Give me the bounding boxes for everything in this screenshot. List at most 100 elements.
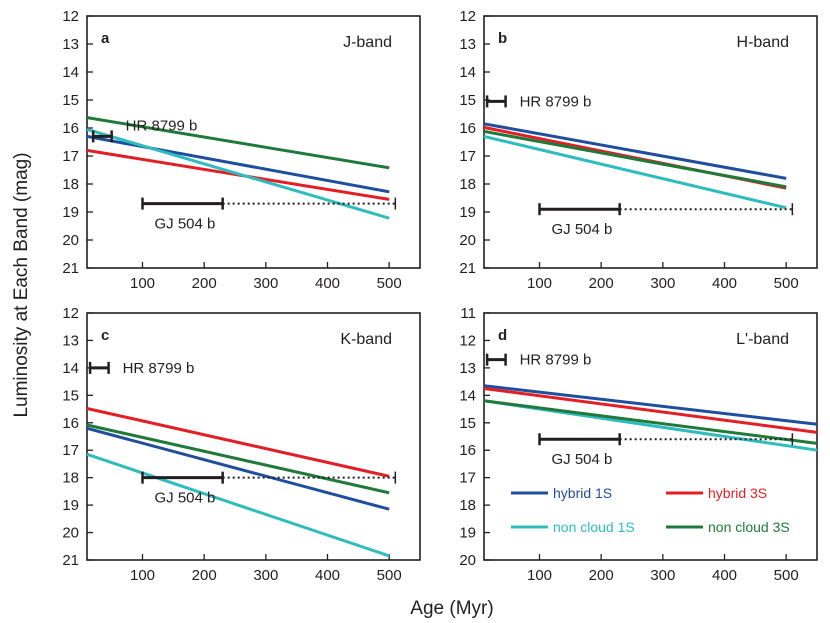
x-tick-label: 100	[130, 567, 155, 584]
y-tick-label: 13	[459, 360, 476, 377]
y-tick-label: 14	[62, 64, 79, 81]
panel-b: 12 13 14 15 16 17 18 19 20 21 100 200 300 400 500 HR 87…	[459, 8, 818, 292]
y-tick-label: 20	[62, 232, 79, 249]
series-line-hybrid-1S	[86, 134, 390, 194]
y-tick-label: 14	[459, 387, 476, 404]
x-tick-label: 500	[377, 567, 402, 584]
y-tick-label: 17	[459, 470, 476, 487]
y-tick-label: 16	[459, 442, 476, 459]
x-tick-label: 300	[253, 275, 278, 292]
panel-c: 12 13 14 15 16 17 18 19 20 21 100 200 300 400 500 HR 87…	[62, 305, 421, 584]
y-tick-label: 15	[459, 92, 476, 109]
plot-frame	[86, 312, 421, 561]
annotation-label: GJ 504 b	[552, 221, 613, 238]
y-tick-label: 18	[62, 470, 79, 487]
y-tick-label: 20	[459, 232, 476, 249]
y-tick-label: 17	[62, 148, 79, 165]
x-tick-label: 300	[650, 275, 675, 292]
panel-d: 11 12 13 14 15 16 17 18 19 20 100 200 300 400 500 HR 87…	[459, 305, 818, 584]
x-tick-label: 200	[589, 275, 614, 292]
y-tick-label: 15	[459, 415, 476, 432]
legend: hybrid 1S hybrid 3S non cloud 1S non cloud …	[511, 485, 790, 535]
y-tick-label: 16	[62, 120, 79, 137]
annotation-label: HR 8799 b	[126, 117, 198, 134]
series-line-noncloud-1S	[483, 134, 787, 210]
y-tick-label: 15	[62, 387, 79, 404]
series-line-noncloud-1S	[86, 452, 390, 558]
x-tick-label: 400	[712, 567, 737, 584]
x-tick-label: 400	[712, 275, 737, 292]
x-tick-label: 300	[253, 567, 278, 584]
y-tick-label: 13	[459, 36, 476, 53]
plot-frame	[483, 312, 818, 561]
x-tick-label: 200	[192, 275, 217, 292]
series-line-noncloud-3S	[86, 423, 390, 495]
annotation-label: HR 8799 b	[123, 360, 195, 377]
y-tick-label: 15	[62, 92, 79, 109]
x-tick-label: 500	[377, 275, 402, 292]
y-tick-label: 12	[62, 305, 79, 322]
x-tick-label: 500	[774, 275, 799, 292]
y-axis-title: Luminosity at Each Band (mag)	[11, 152, 32, 417]
band-title: K-band	[340, 331, 392, 348]
series-line-hybrid-1S	[483, 122, 787, 180]
y-tick-label: 16	[62, 415, 79, 432]
x-tick-label: 200	[589, 567, 614, 584]
legend-label: hybrid 3S	[708, 485, 767, 501]
band-title: L'-band	[736, 331, 789, 348]
x-tick-label: 400	[315, 567, 340, 584]
y-tick-label: 18	[459, 176, 476, 193]
y-tick-label: 20	[62, 525, 79, 542]
band-title: H-band	[737, 34, 789, 51]
y-tick-label: 17	[459, 148, 476, 165]
y-tick-label: 21	[62, 260, 79, 277]
panel-a: 12 13 14 15 16 17 18 19 20 21 100 200 300 400 500 HR 87…	[62, 8, 421, 292]
series-line-noncloud-3S	[483, 129, 787, 189]
series-line-hybrid-1S	[86, 426, 390, 511]
series-line-noncloud-3S	[86, 116, 390, 170]
y-tick-label: 11	[460, 305, 476, 322]
plot-frame	[86, 15, 421, 269]
legend-label: non cloud 3S	[708, 519, 790, 535]
x-tick-label: 500	[774, 567, 799, 584]
panel-letter: b	[498, 30, 507, 47]
x-tick-label: 200	[192, 567, 217, 584]
series-line-hybrid-3S	[86, 407, 390, 478]
x-tick-label: 100	[130, 275, 155, 292]
panel-letter: a	[101, 30, 110, 47]
y-tick-label: 19	[459, 525, 476, 542]
y-tick-label: 21	[62, 552, 79, 569]
plot-frame	[483, 15, 818, 269]
legend-label: non cloud 1S	[553, 519, 635, 535]
y-tick-label: 19	[62, 497, 79, 514]
y-tick-label: 12	[62, 8, 79, 25]
annotation-label: HR 8799 b	[520, 352, 592, 369]
y-tick-label: 12	[459, 8, 476, 25]
y-tick-label: 19	[459, 204, 476, 221]
y-tick-label: 13	[62, 332, 79, 349]
series-line-hybrid-3S	[483, 387, 818, 434]
legend-label: hybrid 1S	[553, 485, 612, 501]
band-title: J-band	[343, 34, 392, 51]
annotation-label: HR 8799 b	[520, 93, 592, 110]
y-tick-label: 19	[62, 204, 79, 221]
annotation-label: GJ 504 b	[155, 490, 216, 507]
x-tick-label: 400	[315, 275, 340, 292]
y-tick-label: 21	[459, 260, 476, 277]
y-tick-label: 20	[459, 552, 476, 569]
annotation-label: GJ 504 b	[552, 451, 613, 468]
x-tick-label: 300	[650, 567, 675, 584]
annotation-label: GJ 504 b	[155, 216, 216, 233]
y-tick-label: 18	[459, 497, 476, 514]
x-tick-label: 100	[527, 275, 552, 292]
y-tick-label: 17	[62, 442, 79, 459]
y-tick-label: 14	[459, 64, 476, 81]
panel-letter: c	[101, 327, 109, 344]
panels: 12 13 14 15 16 17 18 19 20 21 100 200 300 400 500 HR 87…	[62, 8, 818, 584]
y-tick-label: 13	[62, 36, 79, 53]
y-tick-label: 12	[459, 332, 476, 349]
y-tick-label: 16	[459, 120, 476, 137]
y-tick-label: 18	[62, 176, 79, 193]
x-tick-label: 100	[527, 567, 552, 584]
